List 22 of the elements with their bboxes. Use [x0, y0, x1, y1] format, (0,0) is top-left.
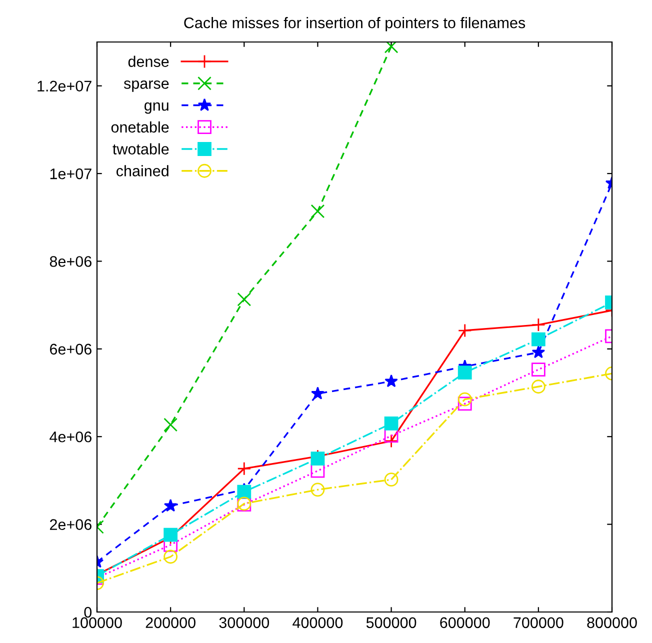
y-tick-label: 4e+06 [50, 431, 92, 442]
y-tick-label: 1e+07 [50, 168, 92, 180]
legend-label: onetable [111, 121, 169, 133]
y-tick-label: 6e+06 [50, 344, 92, 355]
x-tick-label: 500000 [366, 617, 416, 628]
x-tick-label: 400000 [292, 617, 343, 628]
x-tick-label: 300000 [219, 617, 270, 628]
legend-label: twotable [112, 143, 169, 154]
x-tick-label: 700000 [514, 617, 564, 628]
legend-label: dense [128, 56, 169, 67]
x-tick-label: 800000 [587, 617, 637, 628]
legend-label: chained [116, 165, 168, 176]
y-tick-label: 0 [84, 606, 92, 618]
y-tick-label: 8e+06 [50, 256, 92, 267]
legend-label: sparse [124, 80, 169, 92]
y-tick-label: 1.2e+07 [38, 80, 92, 92]
x-tick-label: 100000 [72, 617, 122, 628]
x-tick-label: 600000 [440, 617, 490, 628]
chart-title: Cache misses for insertion of pointers to filenames [184, 17, 526, 32]
y-tick-label: 2e+06 [50, 519, 92, 530]
legend-label: gnu [144, 102, 168, 114]
x-tick-label: 200000 [146, 617, 196, 628]
